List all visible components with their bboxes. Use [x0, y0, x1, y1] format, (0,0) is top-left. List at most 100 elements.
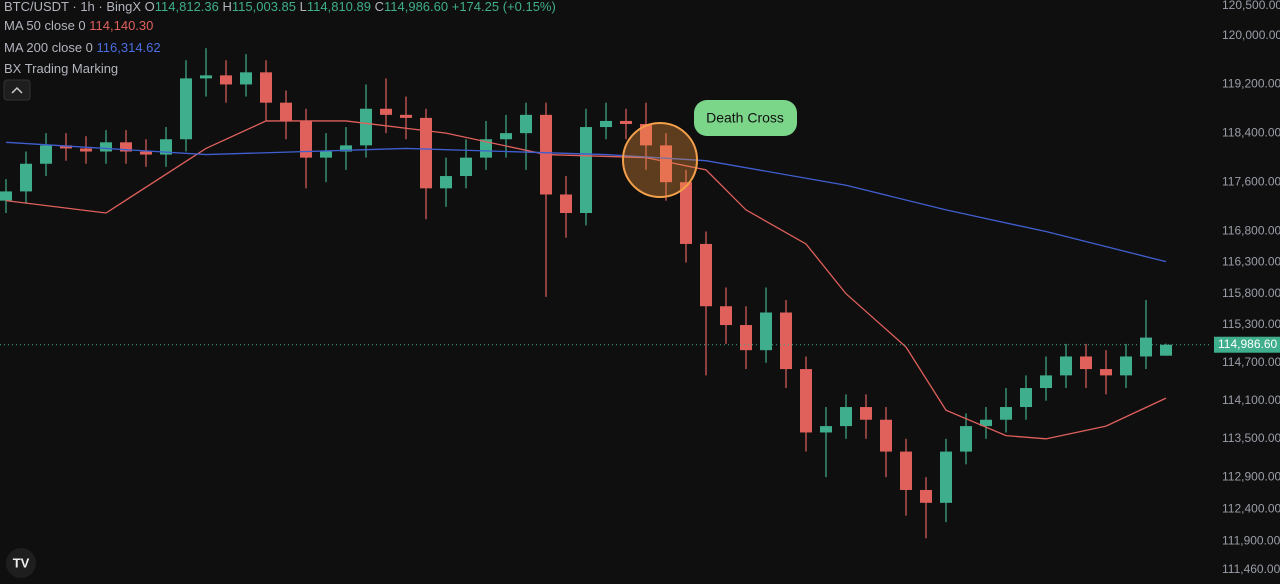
h-label: H [222, 0, 232, 14]
y-tick-label: 120,000.00 [1222, 28, 1280, 42]
chevron-icon [11, 86, 23, 94]
candle-body [480, 139, 492, 158]
candle-body [400, 114, 412, 118]
cross-marker [622, 122, 698, 198]
candle-body [1100, 369, 1112, 376]
candle-body [200, 75, 212, 79]
y-tick-label: 114,700.00 [1222, 355, 1280, 369]
ohlc-legend: BTC/USDT · 1h · BingX O114,812.36 H115,0… [4, 0, 556, 14]
candle-body [240, 72, 252, 85]
candle-body [120, 142, 132, 152]
candle-body [1060, 356, 1072, 376]
candle-body [40, 145, 52, 164]
candle-body [580, 127, 592, 213]
candle-body [840, 407, 852, 427]
candle-body [260, 72, 272, 103]
annotation: Death Cross [706, 110, 784, 126]
candle-body [940, 451, 952, 503]
change: +174.25 (+0.15%) [451, 0, 556, 14]
y-tick-label: 112,900.00 [1222, 469, 1280, 483]
candle-body [300, 120, 312, 158]
candle-body [560, 194, 572, 213]
candle-body [800, 369, 812, 433]
candle-body [920, 489, 932, 503]
candle-body [720, 306, 732, 326]
candle-body [20, 163, 32, 192]
collapse-button[interactable] [3, 79, 31, 101]
ma50-legend: MA 50 close 0 114,140.30 [4, 18, 153, 33]
candle-body [160, 139, 172, 155]
tv-logo-text: TV [13, 555, 30, 570]
y-tick-label: 116,300.00 [1222, 255, 1280, 269]
candle-body [500, 133, 512, 140]
candle-body [460, 157, 472, 177]
y-tick-label: 112,400.00 [1222, 501, 1280, 515]
indicator-legend: BX Trading Marking [4, 61, 118, 76]
candle-body [1120, 356, 1132, 376]
candle-body [180, 78, 192, 140]
candle-body [140, 151, 152, 155]
candle-body [100, 142, 112, 152]
indicator: BX Trading Marking [4, 61, 119, 76]
y-tick-label: 117,600.00 [1222, 174, 1280, 188]
y-tick-label: 120,500.00 [1222, 0, 1280, 12]
candle-body [960, 426, 972, 452]
y-tick-label: 111,900.00 [1222, 534, 1280, 548]
candle-body [680, 182, 692, 244]
high: 115,003.85 [231, 0, 297, 14]
candle-body [600, 120, 612, 128]
tv-logo [6, 548, 36, 578]
candle-body [620, 120, 632, 124]
candle-body [820, 426, 832, 433]
l-label: L [299, 0, 307, 14]
candle-body [1020, 388, 1032, 408]
candle-body [420, 117, 432, 189]
candle-body [1080, 356, 1092, 370]
candle-body [60, 145, 72, 149]
ma-value: 116,314.62 [96, 40, 161, 55]
candle-body [640, 123, 652, 146]
candle-body [980, 419, 992, 427]
candle-body [740, 325, 752, 351]
candle-body [1160, 344, 1172, 356]
last-price-label: 114,986.60 [1218, 337, 1277, 351]
candle-body [440, 176, 452, 189]
y-tick-label: 113,500.00 [1222, 431, 1280, 445]
candle-body [520, 114, 532, 134]
candle-body [760, 312, 772, 351]
candle-body [380, 108, 392, 115]
candle-body [0, 191, 12, 201]
candle-body [1000, 407, 1012, 420]
ma-line [5, 120, 1167, 440]
ma-name: MA 200 close 0 [4, 40, 93, 55]
low: 114,810.89 [306, 0, 371, 14]
candle-body [660, 145, 672, 183]
c-label: C [374, 0, 384, 14]
y-tick-label: 119,200.00 [1222, 77, 1280, 91]
candle-body [320, 151, 332, 158]
ma200-legend: MA 200 close 0 116,314.62 [4, 40, 161, 55]
y-tick-label: 114,100.00 [1222, 393, 1280, 407]
candle-body [860, 407, 872, 420]
candle-body [340, 145, 352, 152]
y-tick-label: 115,300.00 [1222, 317, 1280, 331]
candle-body [80, 148, 92, 152]
y-tick-label: 116,800.00 [1222, 224, 1280, 238]
last-price-box [1214, 336, 1280, 353]
ma-line [5, 141, 1167, 263]
ma-value: 114,140.30 [89, 18, 154, 33]
candle-body [880, 419, 892, 452]
ma-name: MA 50 close 0 [4, 18, 86, 33]
candle-body [280, 102, 292, 121]
candle-body [700, 243, 712, 307]
y-tick-label: 118,400.00 [1222, 125, 1280, 139]
annotation-bubble [694, 100, 797, 136]
y-tick-label: 115,800.00 [1222, 286, 1280, 300]
candle-body [220, 75, 232, 85]
candle-body [360, 108, 372, 146]
symbol: BTC/USDT · 1h · BingX [4, 0, 142, 14]
candle-body [780, 312, 792, 370]
candle-body [900, 451, 912, 490]
